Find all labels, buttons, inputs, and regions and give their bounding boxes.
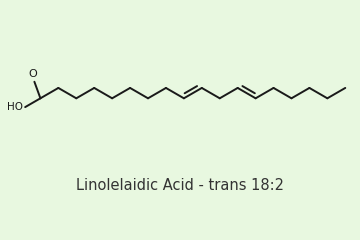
Text: Linolelaidic Acid - trans 18:2: Linolelaidic Acid - trans 18:2 [76, 178, 284, 193]
Text: HO: HO [7, 102, 23, 112]
Text: O: O [29, 69, 37, 78]
